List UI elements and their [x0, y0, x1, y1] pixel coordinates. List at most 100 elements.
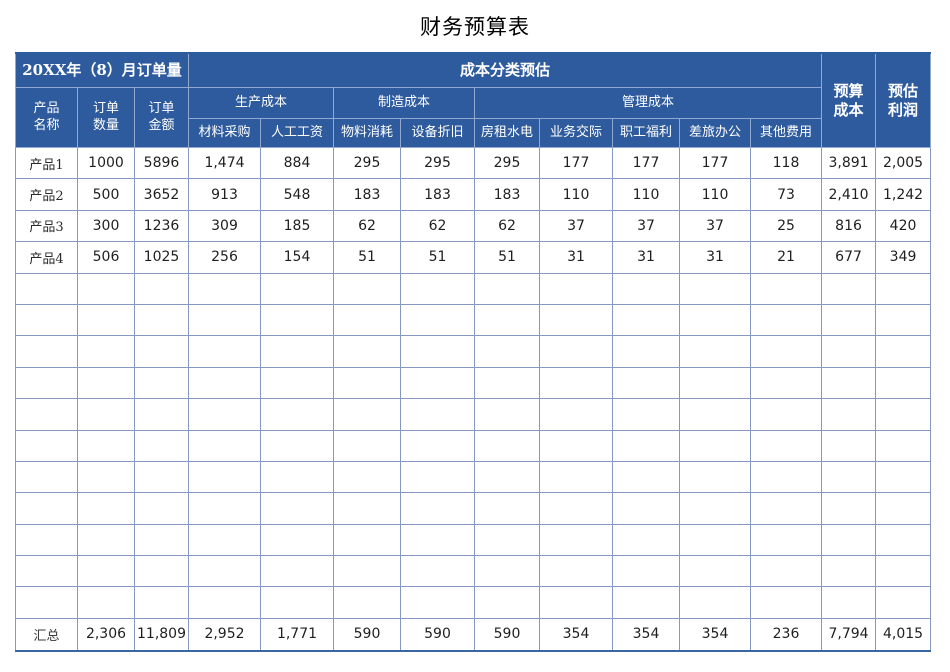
- empty-cell[interactable]: [539, 492, 613, 525]
- data-cell[interactable]: 177: [539, 146, 613, 180]
- empty-cell[interactable]: [539, 586, 613, 619]
- empty-cell[interactable]: [260, 335, 334, 368]
- empty-cell[interactable]: [679, 366, 751, 400]
- empty-cell[interactable]: [875, 335, 932, 368]
- data-cell[interactable]: 31: [612, 241, 680, 274]
- empty-cell[interactable]: [15, 555, 78, 588]
- empty-cell[interactable]: [749, 555, 823, 588]
- empty-cell[interactable]: [260, 272, 334, 305]
- empty-cell[interactable]: [875, 523, 932, 557]
- empty-cell[interactable]: [679, 586, 751, 619]
- data-cell[interactable]: 884: [260, 146, 334, 180]
- data-cell[interactable]: 300: [77, 209, 135, 243]
- empty-cell[interactable]: [821, 492, 877, 525]
- data-cell[interactable]: 506: [77, 241, 135, 274]
- empty-cell[interactable]: [15, 303, 78, 337]
- data-cell[interactable]: 110: [612, 178, 680, 211]
- data-cell[interactable]: 500: [77, 178, 135, 211]
- empty-cell[interactable]: [260, 398, 334, 431]
- data-cell[interactable]: 31: [539, 241, 613, 274]
- empty-cell[interactable]: [474, 398, 540, 431]
- data-cell[interactable]: 2,410: [821, 178, 877, 211]
- header-business-entertainment[interactable]: 业务交际: [539, 118, 613, 148]
- empty-cell[interactable]: [679, 523, 751, 557]
- header-equipment-depreciation[interactable]: 设备折旧: [400, 118, 475, 148]
- empty-cell[interactable]: [260, 586, 334, 619]
- data-cell[interactable]: 3652: [134, 178, 189, 211]
- data-cell[interactable]: 7,794: [821, 617, 877, 652]
- empty-cell[interactable]: [77, 429, 135, 462]
- empty-cell[interactable]: [539, 272, 613, 305]
- data-cell[interactable]: 590: [474, 617, 540, 652]
- empty-cell[interactable]: [15, 429, 78, 462]
- empty-cell[interactable]: [474, 555, 540, 588]
- data-cell[interactable]: 354: [679, 617, 751, 652]
- data-cell[interactable]: 309: [188, 209, 261, 243]
- empty-cell[interactable]: [679, 335, 751, 368]
- empty-cell[interactable]: [188, 335, 261, 368]
- empty-cell[interactable]: [260, 523, 334, 557]
- data-cell[interactable]: 37: [539, 209, 613, 243]
- empty-cell[interactable]: [474, 366, 540, 400]
- data-cell[interactable]: 25: [749, 209, 823, 243]
- empty-cell[interactable]: [821, 272, 877, 305]
- empty-cell[interactable]: [400, 366, 475, 400]
- empty-cell[interactable]: [188, 460, 261, 494]
- empty-cell[interactable]: [875, 586, 932, 619]
- empty-cell[interactable]: [400, 398, 475, 431]
- data-cell[interactable]: 816: [821, 209, 877, 243]
- empty-cell[interactable]: [77, 335, 135, 368]
- empty-cell[interactable]: [749, 429, 823, 462]
- empty-cell[interactable]: [134, 586, 189, 619]
- header-management-cost[interactable]: 管理成本: [473, 87, 823, 119]
- empty-cell[interactable]: [77, 366, 135, 400]
- empty-cell[interactable]: [612, 303, 680, 337]
- data-cell[interactable]: 2,306: [77, 617, 135, 652]
- empty-cell[interactable]: [333, 398, 401, 431]
- data-cell[interactable]: 1025: [134, 241, 189, 274]
- header-order-volume[interactable]: 20XX年（8）月订单量: [15, 52, 189, 88]
- empty-cell[interactable]: [821, 303, 877, 337]
- empty-cell[interactable]: [474, 460, 540, 494]
- empty-cell[interactable]: [15, 523, 78, 557]
- product-name-cell[interactable]: 汇总: [15, 617, 78, 652]
- empty-cell[interactable]: [875, 429, 932, 462]
- empty-cell[interactable]: [134, 523, 189, 557]
- empty-cell[interactable]: [260, 303, 334, 337]
- data-cell[interactable]: 913: [188, 178, 261, 211]
- empty-cell[interactable]: [612, 555, 680, 588]
- data-cell[interactable]: 185: [260, 209, 334, 243]
- data-cell[interactable]: 62: [333, 209, 401, 243]
- data-cell[interactable]: 110: [679, 178, 751, 211]
- data-cell[interactable]: 37: [612, 209, 680, 243]
- empty-cell[interactable]: [749, 460, 823, 494]
- header-employee-welfare[interactable]: 职工福利: [612, 118, 680, 148]
- data-cell[interactable]: 1,771: [260, 617, 334, 652]
- product-name-cell[interactable]: 产品3: [15, 209, 78, 243]
- header-product-name[interactable]: 产品 名称: [15, 87, 78, 148]
- header-production-cost[interactable]: 生产成本: [188, 87, 334, 119]
- empty-cell[interactable]: [539, 366, 613, 400]
- data-cell[interactable]: 51: [400, 241, 475, 274]
- empty-cell[interactable]: [612, 492, 680, 525]
- empty-cell[interactable]: [134, 460, 189, 494]
- empty-cell[interactable]: [260, 429, 334, 462]
- empty-cell[interactable]: [539, 523, 613, 557]
- data-cell[interactable]: 548: [260, 178, 334, 211]
- empty-cell[interactable]: [539, 335, 613, 368]
- empty-cell[interactable]: [749, 586, 823, 619]
- empty-cell[interactable]: [77, 303, 135, 337]
- header-rent-utilities[interactable]: 房租水电: [474, 118, 540, 148]
- empty-cell[interactable]: [77, 523, 135, 557]
- empty-cell[interactable]: [612, 460, 680, 494]
- empty-cell[interactable]: [188, 492, 261, 525]
- empty-cell[interactable]: [134, 492, 189, 525]
- data-cell[interactable]: 256: [188, 241, 261, 274]
- empty-cell[interactable]: [15, 460, 78, 494]
- empty-cell[interactable]: [188, 303, 261, 337]
- data-cell[interactable]: 2,952: [188, 617, 261, 652]
- empty-cell[interactable]: [333, 429, 401, 462]
- empty-cell[interactable]: [400, 335, 475, 368]
- data-cell[interactable]: 236: [749, 617, 823, 652]
- data-cell[interactable]: 677: [821, 241, 877, 274]
